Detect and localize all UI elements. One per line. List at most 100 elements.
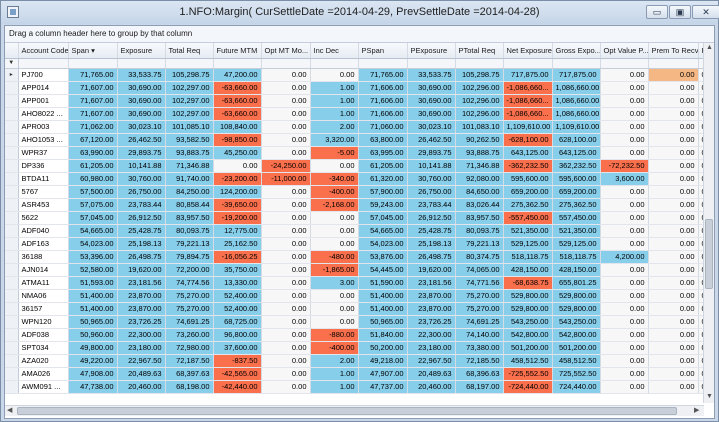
table-cell[interactable]: 0.00 — [648, 211, 699, 225]
table-cell[interactable]: 60,980.00 — [68, 172, 118, 186]
table-cell[interactable]: 0.00 — [600, 146, 649, 160]
table-cell[interactable]: 50,200.00 — [358, 341, 408, 355]
table-cell[interactable]: 29,893.75 — [407, 146, 456, 160]
table-cell[interactable]: 93,883.75 — [165, 146, 214, 160]
row-indicator[interactable] — [5, 341, 19, 355]
table-cell[interactable]: 52,400.00 — [213, 289, 262, 303]
table-cell[interactable]: 0.00 — [600, 68, 649, 82]
table-cell[interactable]: 20,489.63 — [117, 367, 166, 381]
table-cell[interactable]: 0.00 — [698, 107, 704, 121]
table-cell[interactable]: 0.00 — [261, 68, 311, 82]
table-cell[interactable]: 30,690.00 — [117, 94, 166, 108]
table-cell[interactable]: 57,500.00 — [68, 185, 118, 199]
table-cell[interactable]: 0.00 — [261, 380, 311, 394]
minimize-button[interactable]: ▭ — [646, 5, 668, 19]
table-cell[interactable]: 0.00 — [600, 133, 649, 147]
table-cell[interactable]: 79,894.75 — [165, 250, 214, 264]
table-cell[interactable]: 105,298.75 — [165, 68, 214, 82]
table-cell[interactable]: 93,582.50 — [165, 133, 214, 147]
row-indicator[interactable] — [5, 198, 19, 212]
account-code-cell[interactable]: 36157 — [18, 302, 69, 316]
account-code-cell[interactable]: ADF040 — [18, 224, 69, 238]
table-cell[interactable]: 1.00 — [310, 367, 359, 381]
table-cell[interactable]: 80,093.75 — [165, 224, 214, 238]
table-cell[interactable]: 26,912.50 — [117, 211, 166, 225]
table-cell[interactable]: 0.00 — [698, 289, 704, 303]
table-cell[interactable]: 0.00 — [600, 81, 649, 95]
table-cell[interactable]: 0.00 — [648, 315, 699, 329]
table-cell[interactable]: 67,120.00 — [68, 133, 118, 147]
table-cell[interactable]: 20,489.63 — [407, 367, 456, 381]
table-cell[interactable]: 53,396.00 — [68, 250, 118, 264]
table-cell[interactable]: 101,085.10 — [165, 120, 214, 134]
table-cell[interactable]: 0.00 — [648, 159, 699, 173]
table-cell[interactable]: 643,125.00 — [552, 146, 601, 160]
vertical-scroll-thumb[interactable] — [705, 219, 713, 289]
table-cell[interactable]: 0.00 — [648, 237, 699, 251]
table-cell[interactable]: 10,141.88 — [407, 159, 456, 173]
filter-cell[interactable] — [213, 58, 262, 69]
table-cell[interactable]: 71,765.00 — [68, 68, 118, 82]
table-cell[interactable]: 71,607.00 — [68, 94, 118, 108]
table-cell[interactable]: 26,462.50 — [117, 133, 166, 147]
row-indicator[interactable] — [5, 81, 19, 95]
table-row[interactable]: AJN014 52,580.00 19,620.00 72,200.00 35,750.… — [5, 263, 704, 277]
table-cell[interactable]: 51,593.00 — [68, 276, 118, 290]
account-code-cell[interactable]: AZA020 — [18, 354, 69, 368]
table-cell[interactable]: 12,775.00 — [213, 224, 262, 238]
table-cell[interactable]: -63,660.00 — [213, 81, 262, 95]
table-cell[interactable]: 71,607.00 — [68, 107, 118, 121]
table-cell[interactable]: 20,460.00 — [407, 380, 456, 394]
table-cell[interactable]: 0.00 — [600, 354, 649, 368]
column-header[interactable]: Opt MT Mo... — [261, 43, 311, 59]
table-cell[interactable]: 26,498.75 — [117, 250, 166, 264]
column-header[interactable]: Account Code — [18, 43, 69, 59]
vertical-scrollbar[interactable]: ▲ ▼ — [703, 43, 714, 403]
table-cell[interactable]: 124,200.00 — [213, 185, 262, 199]
table-cell[interactable]: 0.00 — [310, 68, 359, 82]
table-cell[interactable]: 30,760.00 — [407, 172, 456, 186]
table-cell[interactable]: 51,400.00 — [358, 302, 408, 316]
table-cell[interactable]: 0.00 — [648, 198, 699, 212]
column-header[interactable]: Gross Expo... — [552, 43, 601, 59]
table-cell[interactable]: 3.00 — [310, 276, 359, 290]
account-code-cell[interactable]: APP014 — [18, 81, 69, 95]
account-code-cell[interactable]: AJN014 — [18, 263, 69, 277]
table-cell[interactable]: 83,957.50 — [165, 211, 214, 225]
table-cell[interactable]: 108,840.00 — [213, 120, 262, 134]
column-header[interactable]: Prem To Recv — [648, 43, 699, 59]
row-indicator[interactable] — [5, 94, 19, 108]
table-cell[interactable]: 102,296.00 — [455, 107, 504, 121]
table-cell[interactable]: 0.00 — [698, 263, 704, 277]
account-code-cell[interactable]: 36188 — [18, 250, 69, 264]
table-cell[interactable]: 4,200.00 — [600, 250, 649, 264]
table-cell[interactable]: 0.00 — [261, 198, 311, 212]
table-cell[interactable]: 0.00 — [261, 302, 311, 316]
table-cell[interactable]: 0.00 — [648, 276, 699, 290]
table-cell[interactable]: 725,552.50 — [552, 367, 601, 381]
table-cell[interactable]: 90,262.50 — [455, 133, 504, 147]
table-cell[interactable]: 0.00 — [310, 289, 359, 303]
column-header[interactable]: Net Exposure — [503, 43, 553, 59]
table-cell[interactable]: 79,221.13 — [455, 237, 504, 251]
table-cell[interactable]: 0.00 — [261, 81, 311, 95]
table-cell[interactable]: 0.00 — [698, 185, 704, 199]
table-row[interactable]: APP001 71,607.00 30,690.00 102,297.00 -63,66… — [5, 94, 704, 108]
table-cell[interactable]: 29,893.75 — [117, 146, 166, 160]
row-indicator[interactable] — [5, 328, 19, 342]
account-code-cell[interactable]: ASR453 — [18, 198, 69, 212]
table-cell[interactable]: 0.00 — [698, 367, 704, 381]
table-cell[interactable]: 428,150.00 — [503, 263, 553, 277]
column-header[interactable]: PSpan — [358, 43, 408, 59]
table-cell[interactable]: -1,086,660... — [503, 81, 553, 95]
table-cell[interactable]: -72,232.50 — [600, 159, 649, 173]
table-cell[interactable]: 19,620.00 — [117, 263, 166, 277]
filter-cell[interactable] — [310, 58, 359, 69]
table-row[interactable]: AZA020 49,220.00 22,967.50 72,187.50 -837.50… — [5, 354, 704, 368]
table-cell[interactable]: 72,200.00 — [165, 263, 214, 277]
table-cell[interactable]: 529,800.00 — [503, 289, 553, 303]
table-cell[interactable]: 75,270.00 — [455, 302, 504, 316]
table-cell[interactable]: 0.00 — [698, 224, 704, 238]
table-cell[interactable]: 0.00 — [261, 107, 311, 121]
filter-cell[interactable] — [117, 58, 166, 69]
